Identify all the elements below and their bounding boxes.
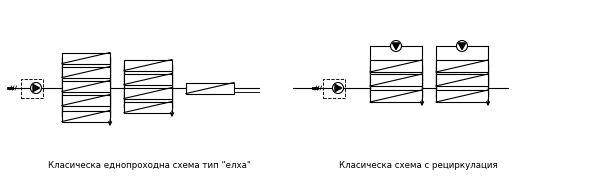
Circle shape [31, 83, 41, 93]
Polygon shape [335, 84, 341, 92]
Bar [124, 87, 172, 99]
Bar [370, 90, 422, 102]
Bar [124, 74, 172, 84]
Bar [62, 111, 110, 121]
Bar [436, 90, 488, 102]
Polygon shape [33, 84, 39, 92]
Bar [62, 52, 110, 64]
Bar [124, 59, 172, 71]
Circle shape [333, 83, 344, 93]
Polygon shape [458, 43, 466, 50]
Bar [124, 102, 172, 112]
Bar [322, 78, 344, 98]
Circle shape [391, 40, 402, 52]
Bar [62, 80, 110, 92]
Bar [436, 74, 488, 86]
Bar [62, 67, 110, 77]
Circle shape [456, 40, 467, 52]
Bar [20, 78, 42, 98]
Polygon shape [392, 43, 400, 50]
Bar [62, 95, 110, 105]
Text: Класическа схема с рециркулация: Класическа схема с рециркулация [339, 161, 498, 170]
Text: Класическа еднопроходна схема тип "елха": Класическа еднопроходна схема тип "елха" [49, 161, 252, 170]
Bar [370, 74, 422, 86]
Bar [370, 60, 422, 72]
Bar [186, 83, 234, 93]
Bar [436, 60, 488, 72]
